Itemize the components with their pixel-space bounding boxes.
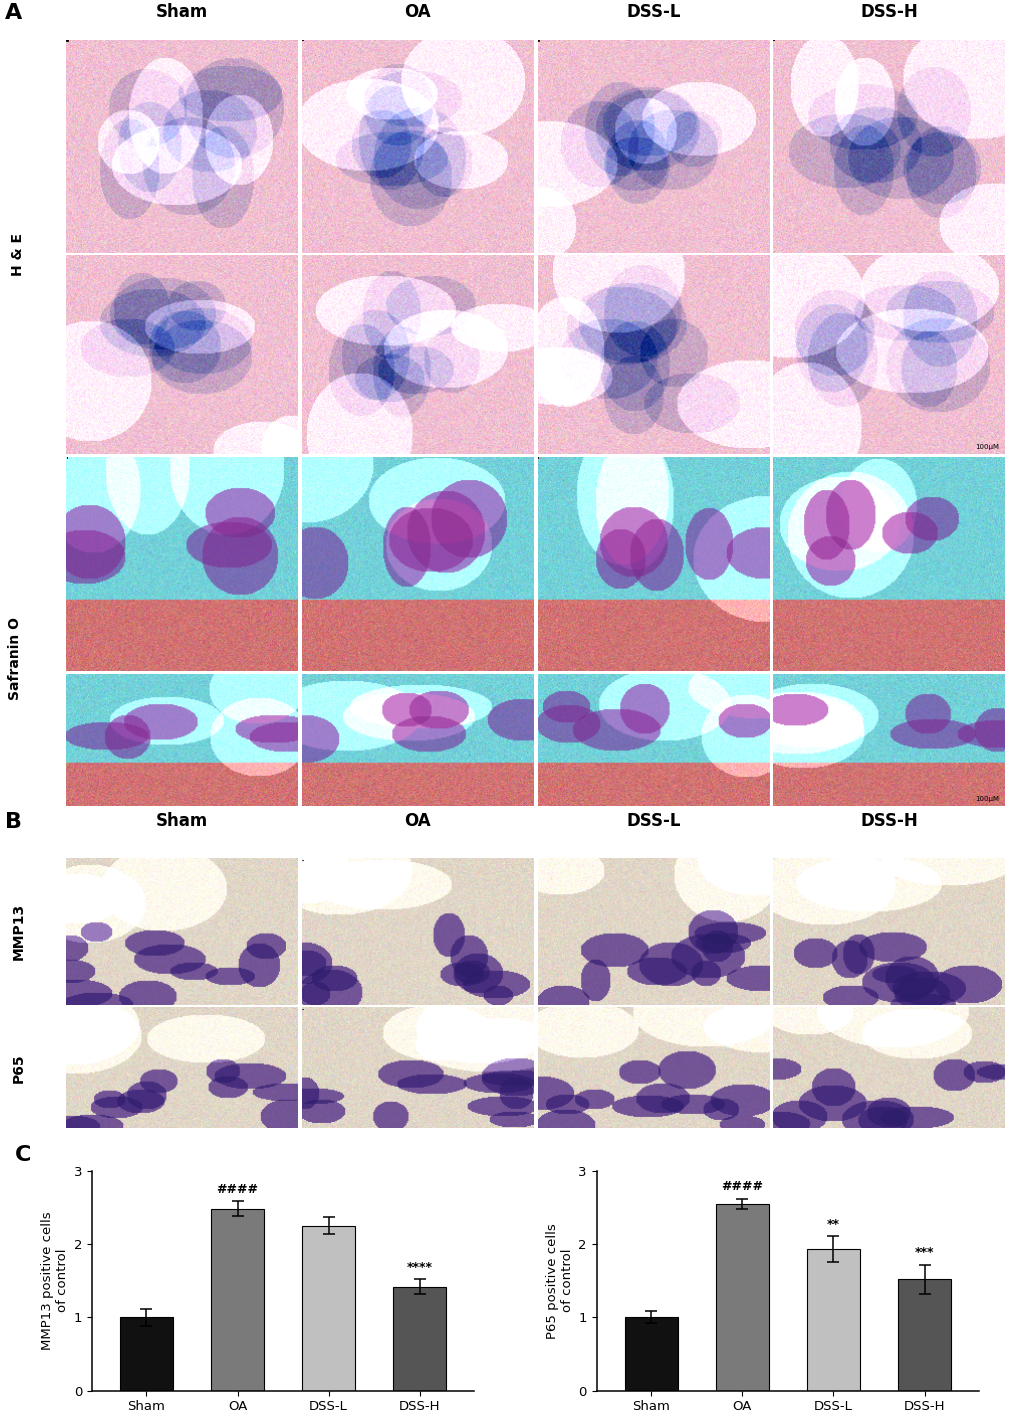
Y-axis label: MMP13 positive cells
of control: MMP13 positive cells of control — [42, 1212, 69, 1349]
Bar — [211, 1209, 264, 1391]
Text: DSS-H: DSS-H — [859, 812, 917, 830]
Bar — [302, 1226, 355, 1391]
Bar — [898, 1279, 950, 1391]
Text: OA: OA — [404, 812, 431, 830]
Bar — [806, 1249, 859, 1391]
Text: Safranin O: Safranin O — [8, 617, 22, 700]
Text: DSS-L: DSS-L — [626, 812, 680, 830]
Text: H & E: H & E — [11, 233, 25, 275]
Bar — [715, 1203, 768, 1391]
Text: **: ** — [826, 1218, 840, 1230]
Text: ####: #### — [720, 1181, 762, 1193]
Text: Sham: Sham — [156, 3, 208, 21]
Text: OA: OA — [404, 3, 431, 21]
Y-axis label: P65 positive cells
of control: P65 positive cells of control — [546, 1223, 574, 1338]
Text: 100μM: 100μM — [974, 444, 999, 450]
Text: A: A — [5, 3, 22, 23]
Text: C: C — [15, 1145, 32, 1165]
Bar — [120, 1317, 172, 1391]
Text: DSS-L: DSS-L — [626, 3, 680, 21]
Bar — [625, 1317, 677, 1391]
Text: 100μM: 100μM — [974, 796, 999, 802]
Text: ***: *** — [914, 1246, 933, 1260]
Text: B: B — [5, 812, 22, 832]
Bar — [393, 1287, 445, 1391]
Text: ####: #### — [216, 1183, 258, 1196]
Text: Sham: Sham — [156, 812, 208, 830]
Text: ****: **** — [407, 1261, 432, 1274]
Text: DSS-H: DSS-H — [859, 3, 917, 21]
Text: MMP13: MMP13 — [11, 902, 25, 961]
Text: P65: P65 — [11, 1053, 25, 1083]
